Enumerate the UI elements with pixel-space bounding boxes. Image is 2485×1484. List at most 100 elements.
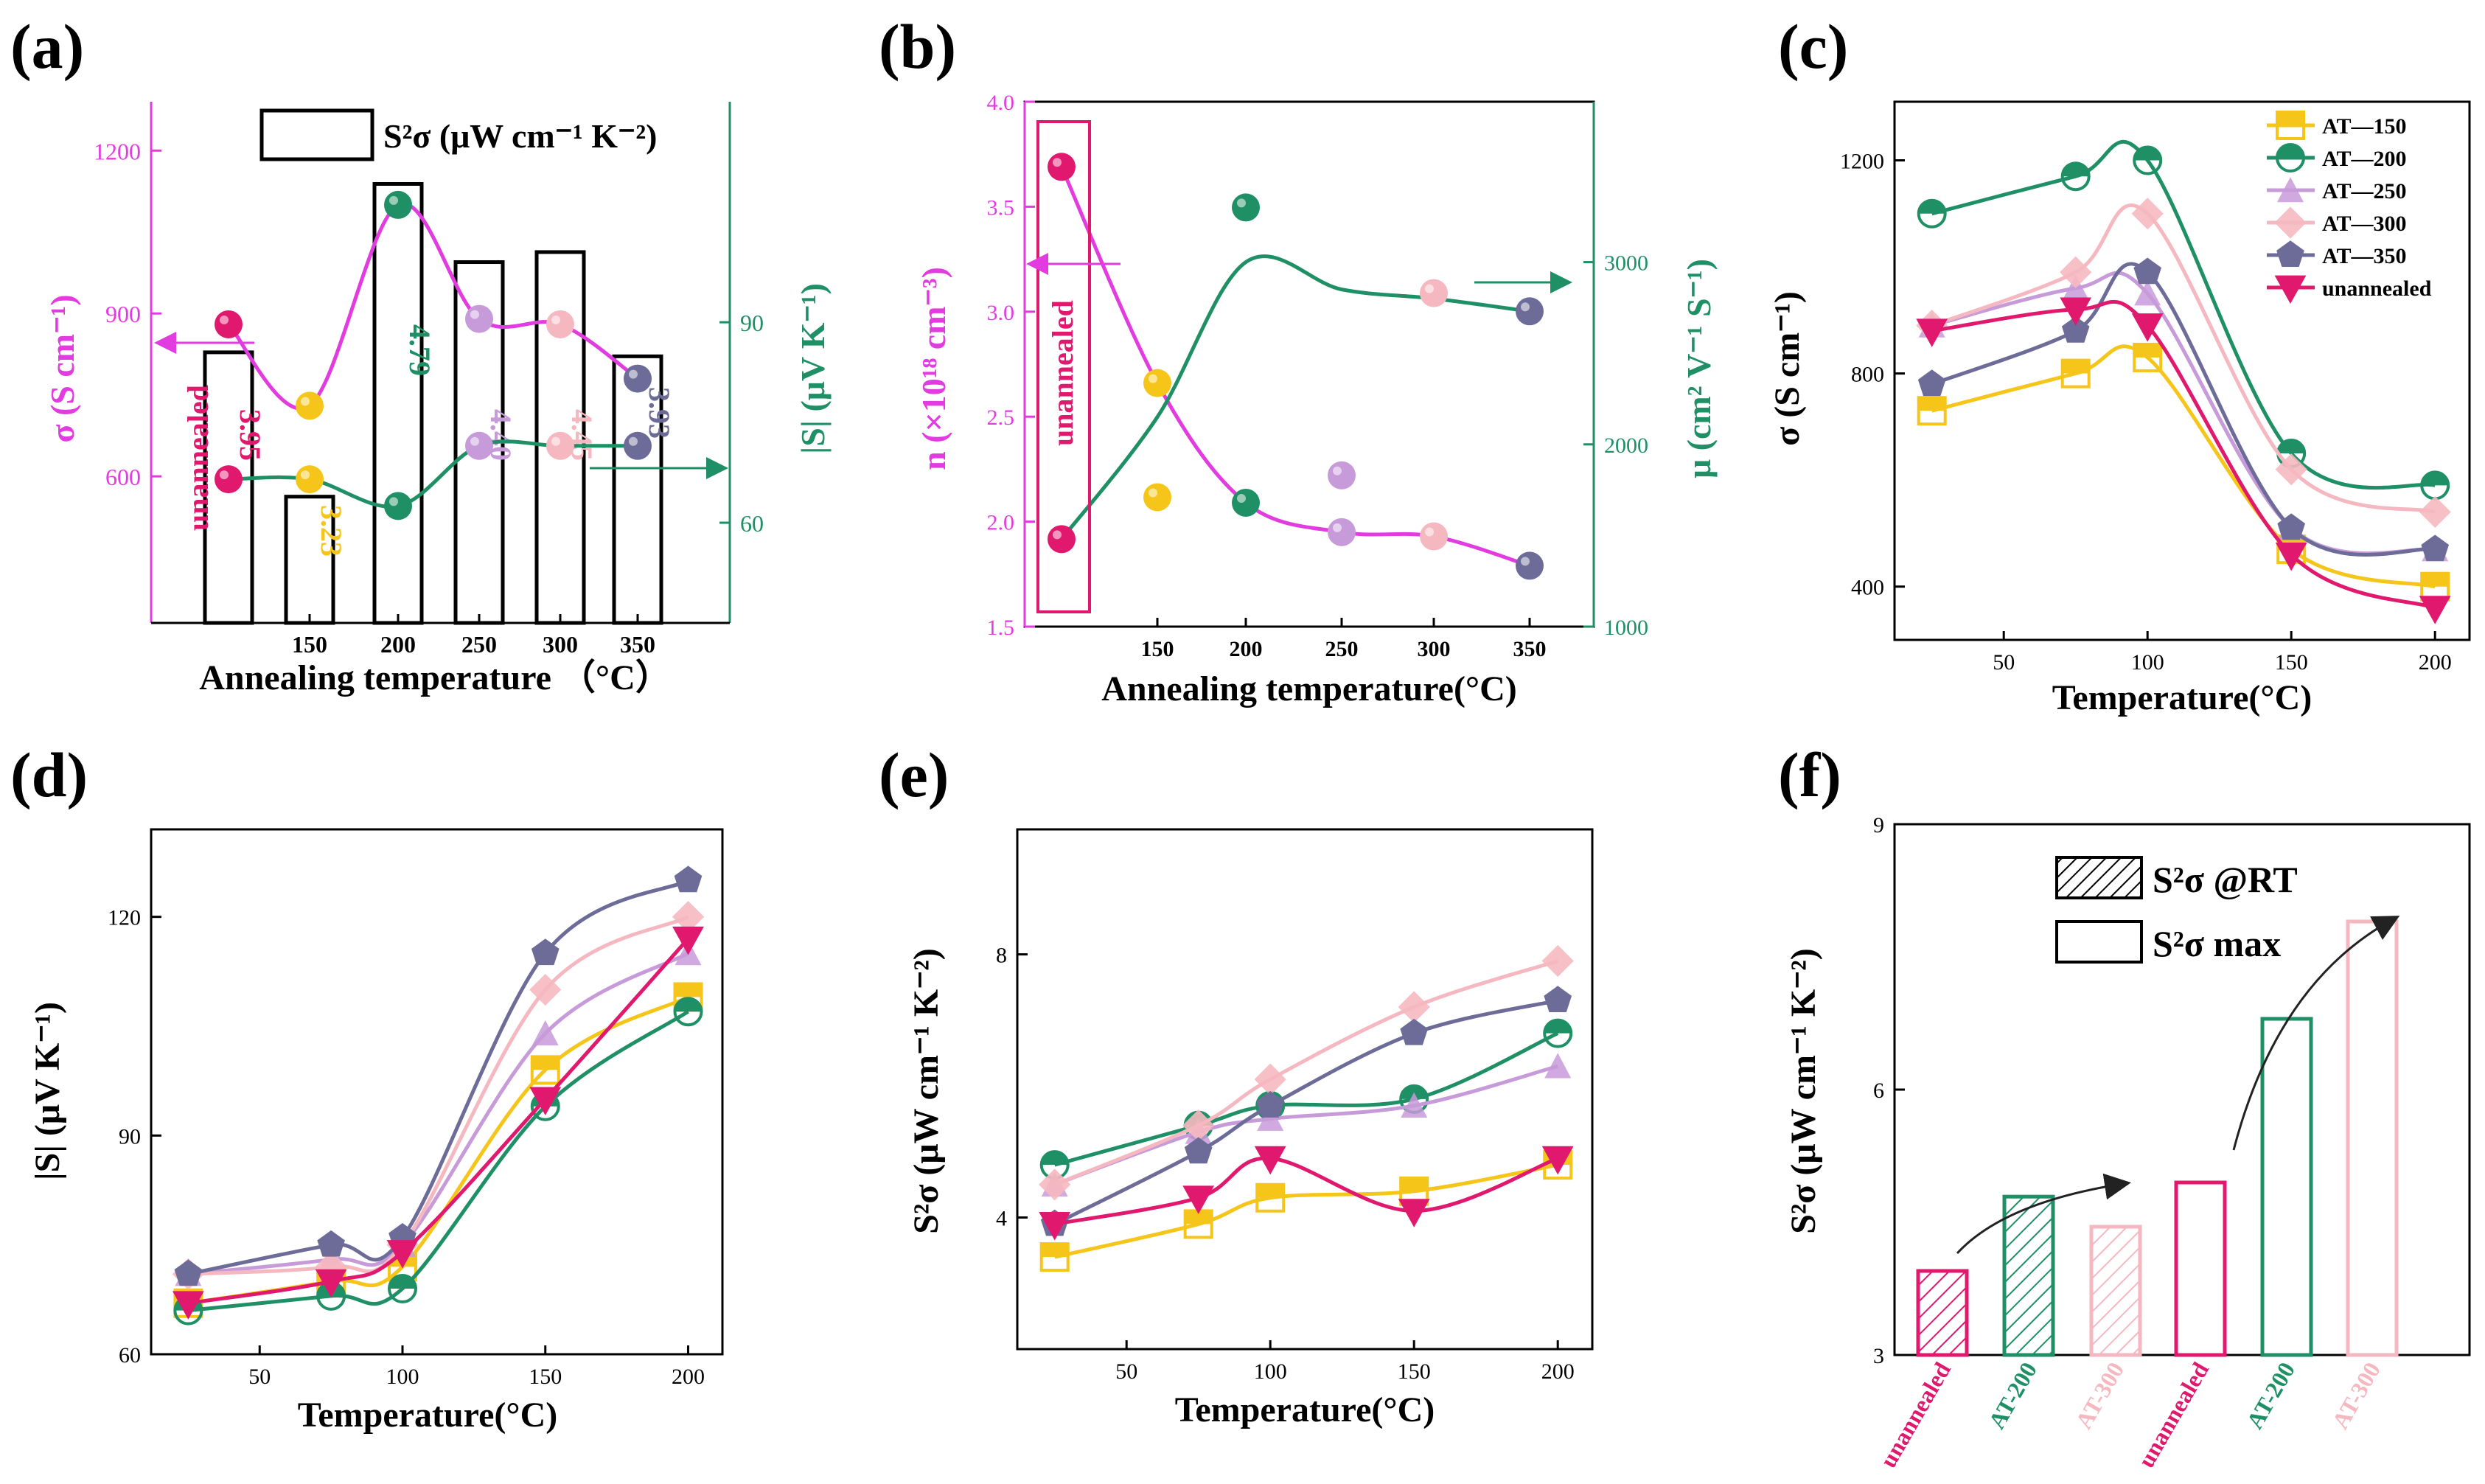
seebeck-point-highlight (220, 470, 229, 480)
n-point-highlight (1149, 374, 1157, 383)
n-curve (1059, 166, 1530, 568)
left-tick-label: 3.5 (987, 195, 1015, 220)
left-tick-label: 1.5 (987, 616, 1015, 640)
series-marker (1256, 1091, 1285, 1118)
bar-legend-label: S²σ (μW cm⁻¹ K⁻²) (383, 117, 657, 155)
x-tick-label: 150 (529, 1365, 562, 1389)
series-marker (2275, 542, 2307, 571)
series-marker-fill (1401, 1200, 1428, 1225)
unannealed-box (1036, 120, 1091, 613)
x-tick-label: 350 (1513, 637, 1547, 661)
y-tick-label: 120 (108, 906, 141, 930)
y-tick-label: 4 (996, 1207, 1007, 1231)
legend-marker (2274, 275, 2307, 304)
legend-label-max: S²σ max (2153, 923, 2281, 964)
x-tick-label: 150 (292, 631, 327, 658)
series-marker (2134, 280, 2161, 306)
series-marker-fill (2062, 299, 2089, 323)
series-marker (1039, 1212, 1071, 1241)
bar-category-label: AT-200 (2241, 1358, 2300, 1434)
mu-point-highlight (1333, 466, 1342, 475)
y-tick-label: 60 (119, 1343, 141, 1368)
series-marker (531, 938, 560, 966)
series-marker (531, 1020, 559, 1046)
series-marker (673, 997, 703, 1027)
bar-legend-box (259, 108, 374, 161)
series-marker (1541, 1146, 1574, 1175)
series-marker (2061, 316, 2090, 343)
series-line (1931, 262, 2436, 557)
series-marker (2060, 358, 2091, 389)
x-tick-label: 50 (248, 1365, 271, 1389)
series-marker (388, 1274, 417, 1303)
x-tick-label: 250 (461, 631, 497, 658)
series-marker-fill (1401, 1177, 1428, 1191)
legend-label: AT—300 (2322, 212, 2406, 236)
sigma-point (465, 304, 493, 333)
series-marker (1917, 396, 1947, 426)
series-marker (1039, 1242, 1070, 1272)
series-line (187, 878, 689, 1276)
legend-marker (2274, 206, 2307, 239)
series-marker (2277, 513, 2306, 540)
mu-point (1516, 297, 1544, 326)
n-point (1232, 488, 1260, 517)
x-axis-title: Temperature(°C) (298, 1396, 557, 1435)
right-tick-label: 3000 (1604, 251, 1648, 276)
mu-point-highlight (1149, 488, 1157, 498)
n-point-highlight (1425, 527, 1434, 537)
mu-point-highlight (1425, 284, 1434, 293)
bar-category-label: unannealed (2133, 1357, 2214, 1471)
sigma-point (546, 310, 574, 338)
series-line (1931, 139, 2436, 490)
x-tick-label: 150 (1141, 637, 1174, 661)
series-marker-fill (531, 1056, 559, 1070)
series-marker (2133, 145, 2163, 175)
mu-point (1143, 483, 1171, 512)
seebeck-point (465, 431, 493, 460)
series-marker (530, 1055, 560, 1085)
bar (2260, 1017, 2313, 1357)
y-tick-label: 3 (1873, 1344, 1884, 1368)
legend-marker-fill (2277, 276, 2304, 301)
right-tick-label: 1000 (1604, 616, 1648, 640)
series-marker-fill (389, 1241, 416, 1266)
panel-b: 1.5 2.0 2.5 3.0 3.5 4.0 1000 2000 3000 150 200 250 3… (915, 91, 1718, 708)
unannealed-label: unannealed (1046, 300, 1079, 446)
sigma-curve (227, 201, 639, 411)
series-marker (2131, 313, 2164, 342)
sigma-point (624, 364, 652, 393)
left-tick-label: 4.0 (987, 91, 1015, 115)
x-axis-title: Temperature(°C) (2052, 678, 2312, 717)
bar-s2sigma (203, 350, 254, 625)
series-marker (529, 973, 562, 1006)
left-tick-label: 900 (105, 301, 141, 327)
series-marker (674, 865, 703, 893)
series-marker-fill (1041, 1213, 1068, 1238)
series-marker (529, 1087, 562, 1116)
bar (2174, 1180, 2227, 1357)
right-axis-title: |S| (μV K⁻¹) (794, 283, 832, 454)
series-marker-fill (175, 1292, 202, 1317)
series-marker (672, 926, 704, 955)
right-tick-label: 2000 (1604, 433, 1648, 458)
legend-label: unannealed (2322, 276, 2432, 301)
series-marker-fill (1257, 1147, 1284, 1172)
n-point-highlight (1333, 523, 1342, 532)
legend-marker (2276, 240, 2304, 268)
seebeck-point-highlight (629, 436, 638, 446)
series-marker (2060, 256, 2092, 288)
series-marker-fill (2422, 597, 2449, 621)
y-tick-label: 1200 (1840, 150, 1884, 174)
series-line (1053, 1064, 1558, 1187)
series-marker (1039, 1168, 1071, 1201)
bar-category-label: AT-300 (2070, 1358, 2129, 1434)
series-marker (1916, 318, 1948, 347)
bar-category-label: AT-300 (2327, 1358, 2385, 1434)
series-marker (1917, 198, 1947, 229)
seebeck-point-highlight (551, 436, 560, 446)
bar-value-label: 3.95 (234, 409, 267, 461)
x-tick-label: 250 (1325, 637, 1359, 661)
series-marker (317, 1230, 345, 1257)
seebeck-point (296, 465, 324, 494)
